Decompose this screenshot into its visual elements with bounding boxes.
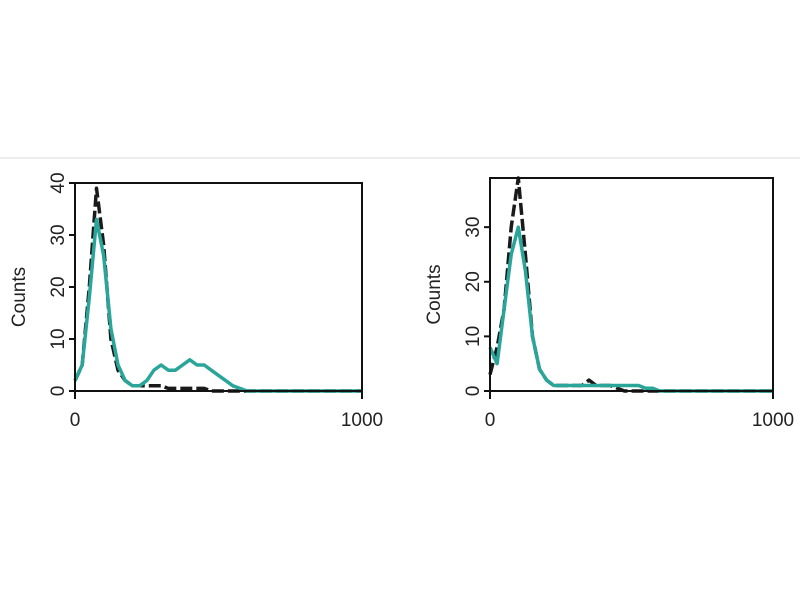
y-tick-label: 10 (463, 326, 484, 347)
x-tick-label: 0 (485, 410, 496, 431)
y-tick-label: 0 (463, 386, 484, 397)
series-line (488, 176, 773, 393)
x-tick-label: 1000 (341, 410, 383, 431)
y-tick-label: 0 (48, 386, 69, 397)
y-tick-label: 30 (463, 217, 484, 238)
series-line (488, 225, 773, 393)
y-axis-label: Counts (9, 267, 30, 327)
plot-frame (489, 177, 774, 392)
y-tick-label: 20 (48, 276, 69, 297)
y-axis-label: Counts (424, 264, 445, 324)
x-tick-label: 0 (70, 410, 81, 431)
series-line (73, 217, 362, 393)
y-tick-label: 20 (463, 271, 484, 292)
x-tick-label: 1000 (752, 410, 794, 431)
y-tick-label: 30 (48, 224, 69, 245)
y-tick-label: 10 (48, 328, 69, 349)
y-tick-label: 40 (48, 172, 69, 193)
